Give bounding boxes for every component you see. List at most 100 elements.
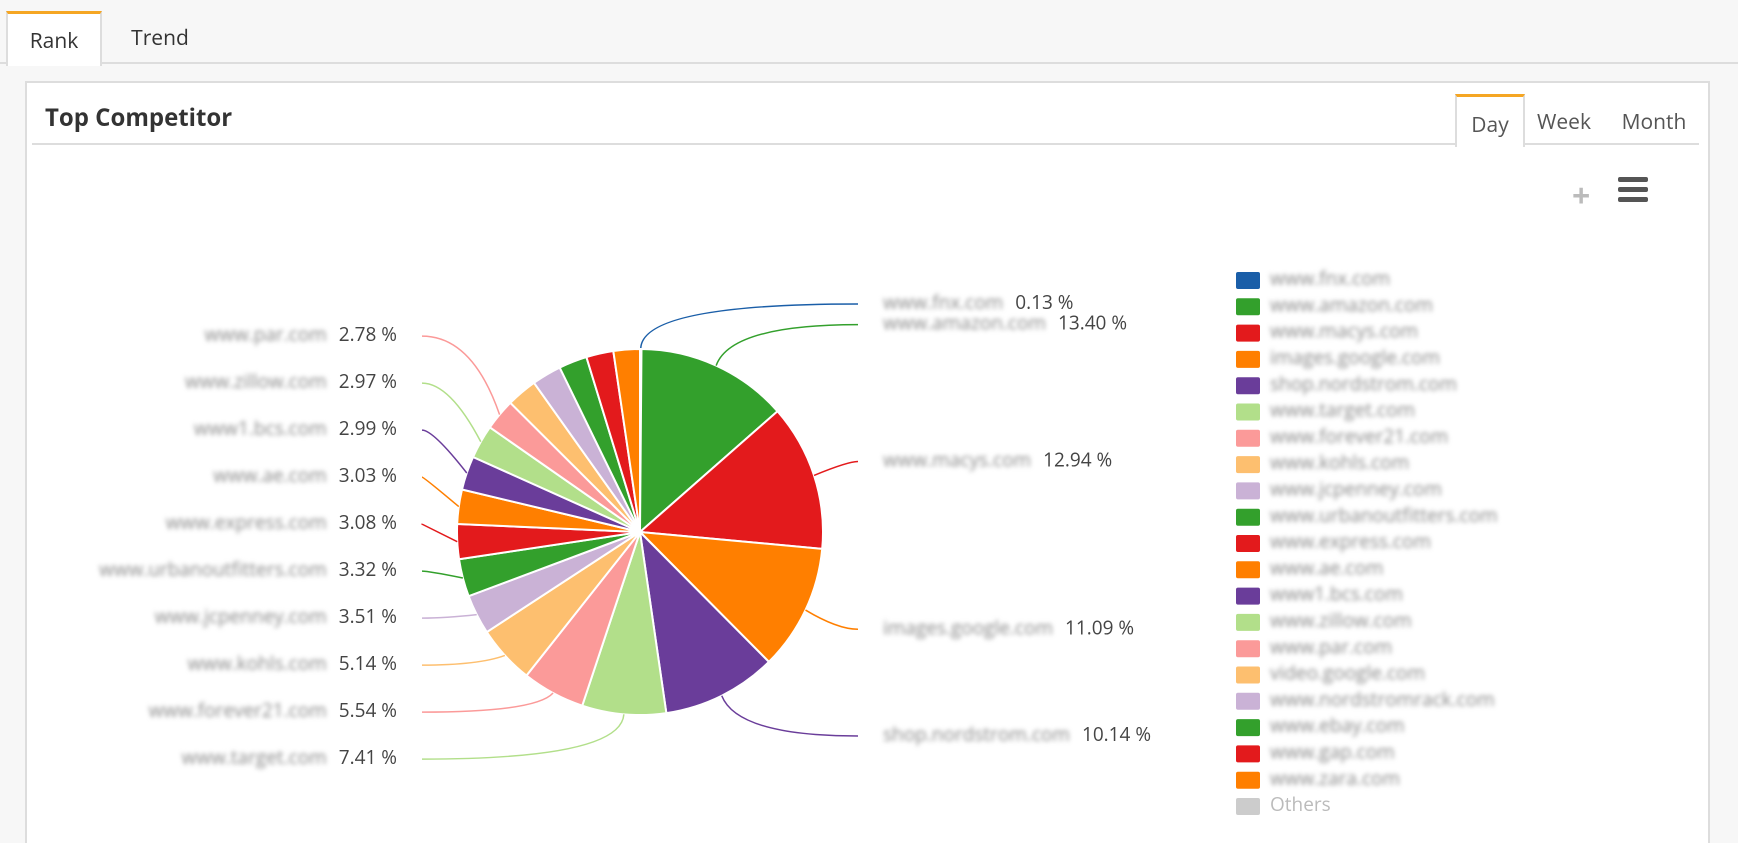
legend-swatch (1236, 535, 1260, 552)
pie-slice (637, 409, 824, 550)
data-label: www1.bcs.com 2.99 % (194, 415, 397, 441)
legend-item[interactable]: www.express.com (1236, 528, 1431, 554)
legend-label: video.google.com (1270, 660, 1425, 686)
legend-item[interactable]: www.zara.com (1236, 765, 1400, 791)
legend-swatch (1236, 640, 1260, 658)
legend-item[interactable]: www.ebay.com (1236, 712, 1405, 738)
tab-trend[interactable]: Trend (131, 24, 189, 52)
legend-swatch (1236, 508, 1260, 526)
legend-swatch (1236, 745, 1260, 763)
legend-label: www.ebay.com (1270, 712, 1405, 738)
legend-item[interactable]: www.nordstromrack.com (1236, 686, 1495, 712)
data-label-name: www.forever21.com (149, 697, 327, 723)
data-label-name: www.zillow.com (185, 368, 327, 394)
tab-rank[interactable]: Rank (6, 11, 102, 66)
legend-item[interactable]: www.gap.com (1236, 738, 1395, 764)
legend-item[interactable]: video.google.com (1236, 660, 1425, 686)
legend-swatch (1236, 587, 1260, 605)
legend-item[interactable]: www.macys.com (1236, 318, 1418, 344)
legend-item[interactable]: www.par.com (1236, 633, 1392, 659)
legend-item[interactable]: www1.bcs.com (1236, 581, 1403, 607)
data-label: www.forever21.com 5.54 % (149, 697, 397, 723)
legend-swatch (1236, 771, 1260, 789)
panel: Top Competitor (25, 81, 1710, 843)
zoom-icon[interactable]: + (1572, 174, 1591, 217)
period-day[interactable]: Day (1455, 94, 1525, 147)
connector (421, 476, 460, 508)
legend-item[interactable]: www.fnx.com (1236, 265, 1390, 291)
legend-swatch (1236, 350, 1260, 368)
legend-item[interactable]: images.google.com (1236, 344, 1440, 370)
tab-bar-line (0, 62, 1738, 64)
data-label-value: 3.32 % (339, 556, 397, 582)
legend-label: www.forever21.com (1270, 423, 1448, 449)
legend-item[interactable]: www.amazon.com (1236, 291, 1433, 317)
data-label: images.google.com 11.09 % (883, 614, 1134, 640)
title-rule (32, 143, 1699, 145)
legend-item[interactable]: www.kohls.com (1236, 449, 1409, 475)
data-label-name: www.fnx.com (883, 289, 1003, 315)
connector (813, 460, 859, 477)
legend-label: www.amazon.com (1270, 291, 1433, 317)
legend-swatch (1236, 456, 1260, 474)
data-label: www.express.com 3.08 % (166, 509, 397, 535)
legend-swatch (1236, 666, 1260, 684)
legend-item[interactable]: Others (1236, 791, 1331, 817)
data-label-name: www.kohls.com (188, 650, 327, 676)
legend-swatch (1236, 561, 1260, 579)
legend-label: www.nordstromrack.com (1270, 686, 1495, 712)
legend-swatch (1236, 403, 1260, 421)
connector (715, 323, 859, 366)
data-label-name: www.par.com (205, 321, 327, 347)
legend-label: shop.nordstrom.com (1270, 370, 1457, 396)
data-label-name: www1.bcs.com (194, 415, 327, 441)
legend-swatch (1236, 272, 1260, 289)
data-label: www.urbanoutfitters.com 3.32 % (99, 556, 397, 582)
connector (421, 714, 625, 760)
legend-label: www.express.com (1270, 528, 1431, 554)
legend-item[interactable]: shop.nordstrom.com (1236, 370, 1457, 396)
legend-label: www.jcpenney.com (1270, 475, 1442, 501)
data-label: www.fnx.com 0.13 % (883, 289, 1074, 315)
data-label-name: www.urbanoutfitters.com (99, 556, 327, 582)
legend-item[interactable]: www.jcpenney.com (1236, 475, 1442, 501)
connector (421, 523, 458, 543)
data-label-value: 5.14 % (339, 650, 397, 676)
legend-swatch (1236, 429, 1260, 447)
period-week[interactable]: Week (1536, 108, 1591, 136)
data-label-name: images.google.com (883, 614, 1053, 640)
legend-swatch (1236, 613, 1260, 631)
data-label-value: 3.51 % (339, 603, 397, 629)
menu-icon[interactable] (1618, 177, 1650, 203)
connector (421, 613, 477, 619)
period-month[interactable]: Month (1621, 108, 1687, 136)
data-label-name: www.express.com (166, 509, 327, 535)
legend-item[interactable]: www.urbanoutfitters.com (1236, 502, 1498, 528)
legend-swatch (1236, 298, 1260, 316)
connector (639, 303, 859, 350)
connector (421, 570, 464, 579)
data-label: www.ae.com 3.03 % (213, 462, 397, 488)
legend-item[interactable]: www.forever21.com (1236, 423, 1448, 449)
legend-item[interactable]: www.ae.com (1236, 554, 1384, 580)
data-label: www.zillow.com 2.97 % (185, 368, 397, 394)
legend-label: www.gap.com (1270, 738, 1395, 764)
legend-label: www.ae.com (1270, 554, 1384, 580)
data-label-value: 3.08 % (339, 509, 397, 535)
data-label-value: 2.97 % (339, 368, 397, 394)
legend-label: www.zillow.com (1270, 607, 1412, 633)
data-label: www.kohls.com 5.14 % (188, 650, 397, 676)
legend-label: www.macys.com (1270, 318, 1418, 344)
connector (421, 692, 554, 713)
legend-item[interactable]: www.zillow.com (1236, 607, 1412, 633)
legend-label: www.kohls.com (1270, 449, 1409, 475)
legend-label: www.target.com (1270, 397, 1415, 423)
legend-item[interactable]: www.target.com (1236, 397, 1415, 423)
legend-label: www.urbanoutfitters.com (1270, 502, 1498, 528)
legend-swatch (1236, 798, 1260, 815)
connector (421, 429, 468, 474)
legend-label: Others (1270, 791, 1331, 817)
data-label-value: 11.09 % (1065, 614, 1134, 640)
data-label-value: 2.78 % (339, 321, 397, 347)
data-label: www.macys.com 12.94 % (883, 447, 1112, 473)
